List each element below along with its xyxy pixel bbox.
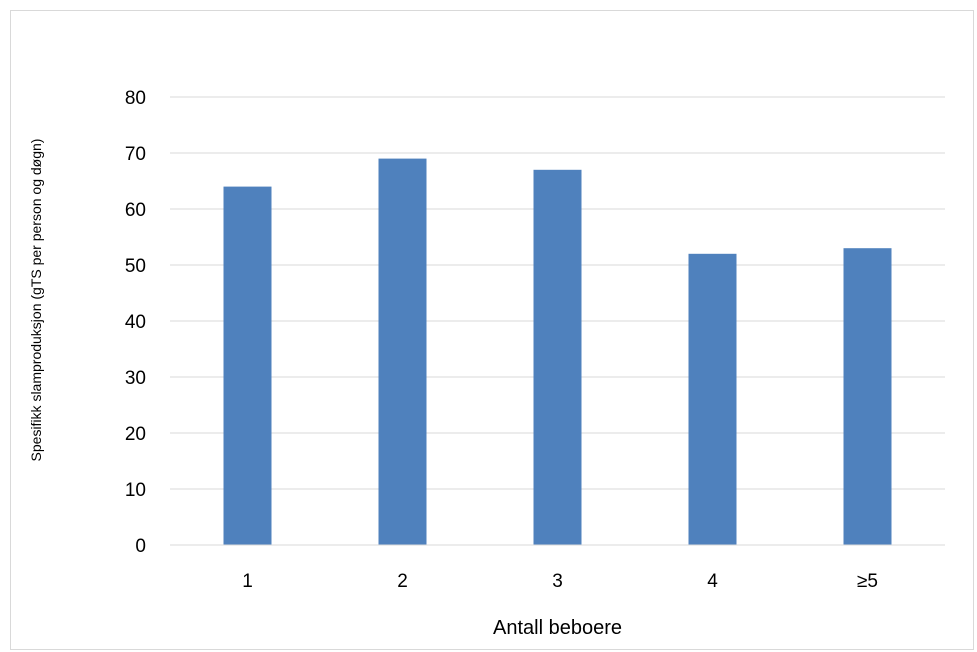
x-axis-ticks: 1 2 3 4 ≥5 [242,571,878,592]
y-tick-label: 60 [125,200,146,221]
x-tick-label: 3 [552,571,563,592]
y-tick-label: 50 [125,256,146,277]
y-axis-ticks: 0 10 20 30 40 50 60 70 80 [125,88,146,557]
y-tick-label: 40 [125,312,146,333]
bar-2 [378,158,427,545]
y-tick-label: 80 [125,88,146,109]
x-tick-label: ≥5 [857,571,878,592]
bar-3 [533,169,582,546]
x-tick-label: 4 [707,571,718,592]
bar-5 [843,248,892,545]
y-tick-label: 70 [125,144,146,165]
y-axis-title: Spesifikk slamproduksjon (gTS per person… [28,139,44,462]
x-tick-label: 2 [397,571,408,592]
y-tick-label: 0 [135,536,146,557]
x-tick-label: 1 [242,571,253,592]
x-axis-title: Antall beboere [493,617,622,639]
y-tick-label: 20 [125,424,146,445]
y-tick-label: 10 [125,480,146,501]
bar-1 [223,186,272,545]
bars [223,158,892,546]
y-tick-label: 30 [125,368,146,389]
chart-frame [10,10,974,650]
bar-4 [688,253,737,546]
